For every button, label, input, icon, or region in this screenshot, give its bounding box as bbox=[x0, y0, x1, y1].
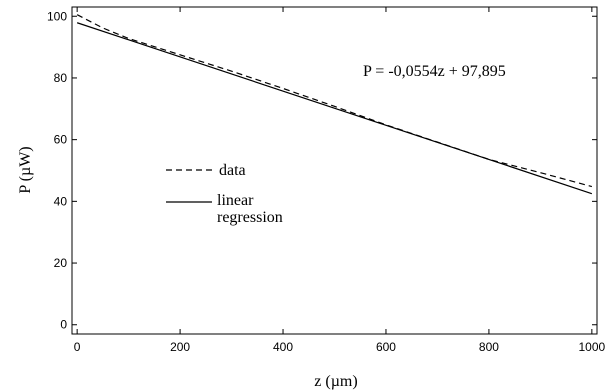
y-axis-label: P (µW) bbox=[17, 146, 34, 193]
x-axis-label: z (µm) bbox=[314, 373, 357, 390]
x-tick-label: 200 bbox=[170, 340, 190, 354]
x-tick-label: 400 bbox=[273, 340, 293, 354]
equation-annotation: P = -0,0554z + 97,895 bbox=[363, 63, 506, 80]
legend: data linear regression bbox=[166, 162, 283, 226]
y-tick-label: 40 bbox=[54, 194, 68, 208]
y-tick-label: 0 bbox=[60, 318, 67, 332]
series-group bbox=[76, 14, 593, 195]
series-line-data bbox=[76, 14, 593, 188]
x-tick-label: 800 bbox=[479, 340, 499, 354]
y-tick-label: 60 bbox=[54, 133, 68, 147]
series-line-regression bbox=[76, 22, 593, 195]
legend-label-regression-line1: linear bbox=[217, 192, 254, 209]
x-tick-label: 600 bbox=[376, 340, 396, 354]
legend-label-regression-line2: regression bbox=[217, 209, 283, 226]
y-tick-label: 20 bbox=[54, 256, 68, 270]
y-tick-label: 100 bbox=[47, 9, 67, 23]
legend-label-data: data bbox=[219, 162, 246, 179]
x-tick-label: 1000 bbox=[579, 340, 606, 354]
tick-labels: 0 200 400 600 800 1000 0 20 40 60 80 100 bbox=[47, 9, 606, 354]
plot-frame bbox=[71, 6, 598, 335]
y-tick-label: 80 bbox=[54, 71, 68, 85]
x-tick-label: 0 bbox=[74, 340, 81, 354]
ticks bbox=[72, 7, 597, 334]
